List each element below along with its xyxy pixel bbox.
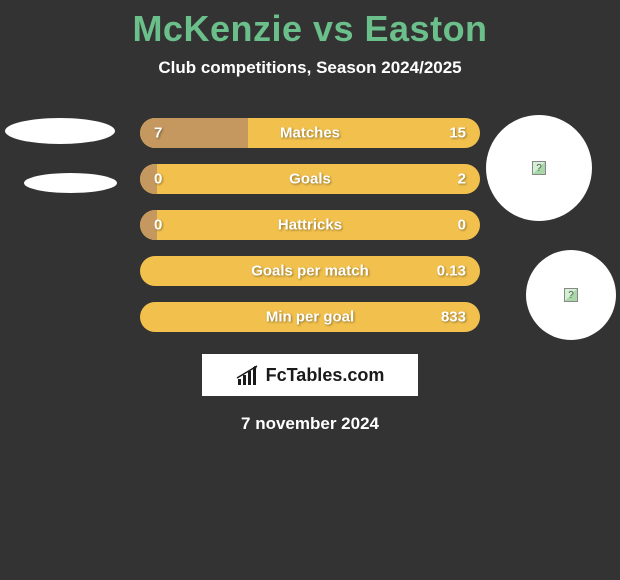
logo-text: FcTables.com: [266, 365, 385, 386]
stat-row-matches: 7 Matches 15: [140, 118, 480, 148]
logo-box: FcTables.com: [202, 354, 418, 396]
subtitle: Club competitions, Season 2024/2025: [0, 58, 620, 78]
left-avatar-1: [5, 118, 115, 144]
bar-chart-icon: [236, 365, 260, 385]
stat-label: Goals: [140, 171, 480, 188]
stats-container: 7 Matches 15 0 Goals 2 0 Hattricks 0 Goa…: [140, 118, 480, 332]
stat-label: Min per goal: [140, 309, 480, 326]
date-text: 7 november 2024: [0, 414, 620, 434]
stat-label: Matches: [140, 125, 480, 142]
stat-label: Hattricks: [140, 217, 480, 234]
content-area: ? ? 7 Matches 15 0 Goals 2 0 Hattricks 0…: [0, 118, 620, 434]
stat-right-value: 0: [458, 217, 466, 234]
page-title: McKenzie vs Easton: [0, 0, 620, 50]
stat-right-value: 833: [441, 309, 466, 326]
stat-row-gpm: Goals per match 0.13: [140, 256, 480, 286]
placeholder-icon: ?: [564, 288, 578, 302]
stat-right-value: 15: [449, 125, 466, 142]
left-avatar-2: [24, 173, 117, 193]
placeholder-icon: ?: [532, 161, 546, 175]
stat-row-mpg: Min per goal 833: [140, 302, 480, 332]
stat-right-value: 0.13: [437, 263, 466, 280]
stat-row-goals: 0 Goals 2: [140, 164, 480, 194]
stat-row-hattricks: 0 Hattricks 0: [140, 210, 480, 240]
stat-right-value: 2: [458, 171, 466, 188]
right-avatar-2: ?: [526, 250, 616, 340]
stat-label: Goals per match: [140, 263, 480, 280]
right-avatar-1: ?: [486, 115, 592, 221]
